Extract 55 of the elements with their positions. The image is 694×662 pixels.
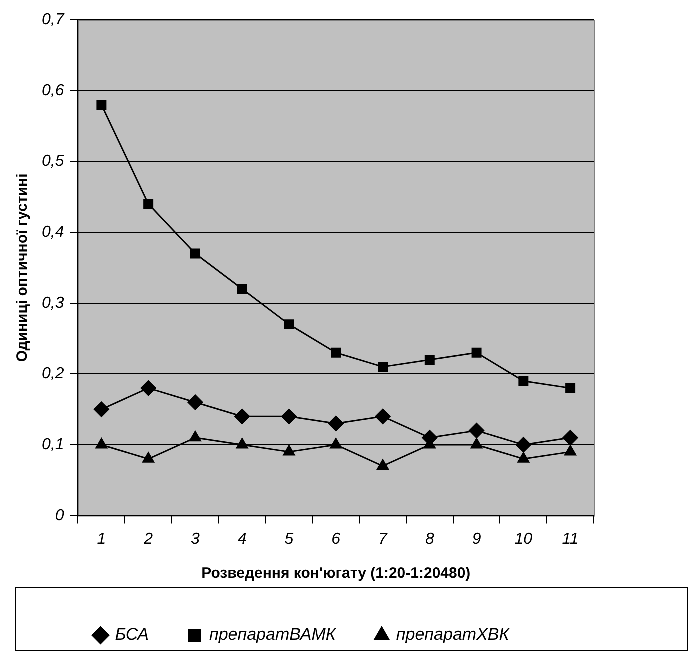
point — [188, 394, 204, 410]
point — [94, 402, 110, 418]
point — [283, 445, 296, 456]
point — [330, 438, 342, 449]
point — [375, 408, 391, 424]
point — [190, 431, 202, 442]
point — [140, 380, 156, 396]
point — [518, 376, 529, 386]
y-tick-label: 0,5 — [42, 153, 64, 170]
point — [281, 408, 297, 424]
legend-label: препаратВАМК — [209, 625, 337, 644]
point — [284, 320, 294, 330]
point — [518, 452, 530, 463]
point — [96, 438, 108, 449]
x-tick-label: 6 — [332, 530, 341, 548]
legend-label: препаратХВК — [396, 625, 510, 644]
point — [470, 438, 483, 449]
x-tick-label: 3 — [191, 530, 200, 548]
point — [377, 459, 389, 470]
point — [378, 362, 388, 372]
y-axis-title: Одиниці оптичної густині — [14, 174, 32, 362]
y-tick-label: 0,3 — [42, 294, 64, 312]
point — [96, 100, 107, 110]
y-tick-label: 0,4 — [42, 224, 64, 241]
x-tick-label: 5 — [284, 530, 294, 548]
x-tick-label: 8 — [425, 530, 434, 548]
x-tick-label: 9 — [472, 530, 482, 548]
point — [566, 383, 576, 394]
x-tick-label: 2 — [143, 530, 154, 548]
point — [469, 423, 485, 439]
y-tick-label: 0 — [55, 507, 64, 524]
legend-label: БСА — [115, 625, 149, 644]
y-tick-label: 0,1 — [42, 436, 64, 454]
point — [331, 348, 342, 358]
point — [190, 248, 200, 259]
point — [516, 437, 532, 453]
point — [564, 445, 577, 456]
y-tick-label: 0,7 — [42, 11, 66, 28]
point — [236, 438, 248, 449]
x-tick-label: 4 — [238, 530, 247, 548]
x-tick-label: 11 — [562, 530, 579, 548]
point — [424, 354, 435, 365]
point — [472, 348, 482, 358]
x-tick-label: 10 — [514, 530, 533, 548]
point — [144, 199, 154, 210]
y-tick-label: 0,2 — [42, 366, 64, 383]
point — [562, 430, 578, 446]
point — [328, 416, 344, 432]
x-tick-label: 7 — [378, 530, 389, 548]
point — [237, 284, 248, 294]
point — [142, 452, 155, 463]
x-axis-title: Розведення кон'югату (1:20-1:20480) — [202, 565, 471, 582]
x-tick-label: 1 — [97, 530, 106, 548]
point — [234, 408, 250, 424]
y-tick-label: 0,6 — [42, 82, 64, 100]
